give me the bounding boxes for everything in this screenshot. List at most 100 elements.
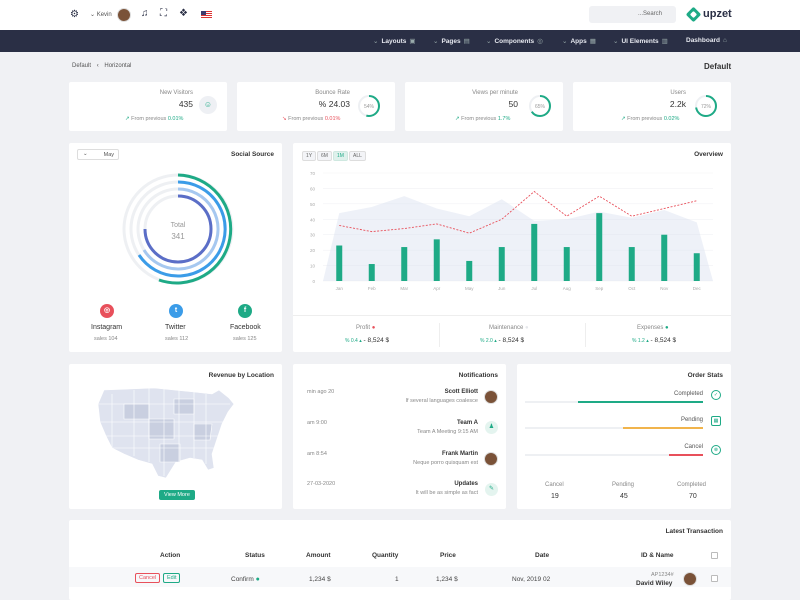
month-select[interactable]: ⌄ May (77, 149, 119, 160)
range-1m[interactable]: 1M (333, 151, 348, 161)
th-quantity: Quantity (372, 552, 399, 559)
cancel-button[interactable]: Cancel (135, 573, 161, 583)
avatar (484, 452, 498, 466)
stat-card-bounce: Bounce Rate % 24.03 54% ↘ From previous … (237, 82, 395, 131)
bell-icon[interactable]: ♫ (141, 8, 149, 19)
th-id-name: ID & Name (641, 552, 674, 559)
notif-name[interactable]: Frank Martin (441, 451, 478, 457)
card-title: Notifications (458, 372, 498, 379)
th-amount: Amount (306, 552, 331, 559)
range-6m[interactable]: 6M (317, 151, 332, 161)
nav-dashboard[interactable]: Dashboard ⌂ (686, 37, 727, 44)
divider (439, 323, 440, 347)
chevron-down-icon: ⌄ (83, 151, 88, 157)
ring-views: 65% (529, 95, 551, 117)
range-1y[interactable]: 1Y (302, 151, 317, 161)
completed-label: Completed (673, 391, 703, 397)
brand-name[interactable]: upzet (703, 8, 732, 20)
total-cancel-value: 19 (551, 493, 559, 500)
x-tick-label: Jan (336, 286, 344, 291)
notif-name[interactable]: Team A (456, 420, 478, 426)
fullscreen-icon[interactable]: ⛶ (160, 8, 167, 19)
transactions-card: Latest Transaction (69, 520, 731, 600)
nav-components[interactable]: ⌄ Components ◎ (486, 38, 543, 45)
y-tick-label: 50 (310, 202, 316, 207)
line-series (339, 190, 697, 234)
cancel-circle-icon: ⊗ (711, 445, 721, 455)
stat-card-views: Views per minute 50 65% ↗ From previous … (405, 82, 563, 131)
social-source-card: ⌄ May Social Source Total 341 ◎ Instagra… (69, 143, 282, 352)
nav-ui-elements[interactable]: ⌄ UI Elements ▥ (613, 38, 668, 45)
notif-text: If several languages coalesce (405, 398, 478, 404)
total-pending-value: 45 (620, 493, 628, 500)
cancel-bar (669, 454, 703, 456)
view-more-button[interactable]: View More (159, 490, 195, 500)
usa-map (97, 387, 235, 479)
facebook-icon[interactable]: f (238, 304, 252, 318)
bar-feb (368, 264, 375, 281)
search-input[interactable]: ...Search (589, 6, 676, 23)
notif-time: am 9:00 (307, 420, 327, 426)
range-all[interactable]: ALL (349, 151, 366, 161)
notif-text: Neque porro quisquam est (413, 460, 478, 466)
bar-apr (433, 239, 440, 281)
select-all-checkbox[interactable] (711, 552, 718, 559)
dot-icon: ● (525, 325, 529, 331)
us-flag-icon[interactable] (201, 11, 212, 18)
user-name: Kevin (96, 12, 112, 18)
bar-jul (531, 223, 538, 281)
nav-layouts[interactable]: ⌄ Layouts ▣ (373, 38, 416, 45)
breadcrumb: Default ‹ Horizontal (72, 63, 132, 69)
x-tick-label: Aug (563, 286, 572, 291)
ring-label: 65% (535, 104, 546, 110)
nav-apps[interactable]: ⌄ Apps ▦ (562, 38, 596, 45)
team-icon: ♟ (485, 421, 498, 434)
pages-icon: ▤ (463, 38, 470, 45)
divider (293, 315, 731, 316)
expenses-label: Expenses ● (637, 325, 669, 331)
stat-card-users: Users 2.2k 72% ↗ From previous 0.02% (573, 82, 731, 131)
total-label: Total (171, 222, 186, 229)
row-checkbox[interactable] (711, 575, 718, 582)
notif-name[interactable]: Updates (454, 481, 478, 487)
notif-text: Team A Meeting 9:15 AM (417, 429, 478, 435)
dot-icon: ● (665, 325, 669, 331)
bar-dec (693, 253, 700, 281)
instagram-icon[interactable]: ◎ (100, 304, 114, 318)
apps-grid-icon[interactable]: ❖ (179, 8, 188, 19)
status-dot-icon: ● (255, 576, 260, 583)
ring-label: 72% (701, 104, 712, 110)
card-title: Latest Transaction (665, 528, 723, 535)
notifications-card: Notifications min ago 20 Scott Elliott I… (293, 364, 506, 509)
pending-label: Pending (680, 417, 703, 423)
total-completed-label: Completed (677, 482, 707, 488)
notif-name[interactable]: Scott Elliott (444, 389, 478, 395)
user-menu[interactable]: ⌄ Kevin (90, 12, 112, 18)
profit-label: Profit ● (356, 325, 376, 331)
edit-button[interactable]: Edit (163, 573, 181, 583)
bar-jun (498, 247, 505, 281)
home-icon: ⌂ (722, 37, 727, 44)
breadcrumb-default[interactable]: Default (72, 63, 92, 69)
pending-bar (622, 427, 703, 429)
transaction-name: David Wiley (636, 580, 673, 587)
avatar[interactable] (117, 8, 131, 22)
maintenance-label: Maintenance ● (489, 325, 529, 331)
completed-track (525, 401, 703, 403)
breadcrumb-horizontal: Horizontal (104, 63, 132, 69)
order-stats-card: Order Stats Completed ✓ Pending ▦ Cancel… (517, 364, 731, 509)
avatar (484, 390, 498, 404)
table-row (69, 567, 731, 587)
gear-icon[interactable]: ⚙ (70, 9, 79, 20)
ring-bounce: 54% (358, 95, 380, 117)
card-title: Order Stats (687, 372, 723, 379)
y-tick-label: 70 (310, 171, 316, 176)
nav-pages[interactable]: ⌄ Pages ▤ (433, 38, 470, 45)
twitter-icon[interactable]: t (169, 304, 183, 318)
date-cell: Nov, 2019 02 (512, 576, 551, 583)
trend-up-icon: ↗ (621, 116, 626, 122)
bar-may (466, 260, 473, 281)
search-placeholder: ...Search (637, 11, 662, 17)
revenue-card: Revenue by Location View More (69, 364, 282, 509)
amount-cell: 1,234 $ (309, 576, 331, 583)
